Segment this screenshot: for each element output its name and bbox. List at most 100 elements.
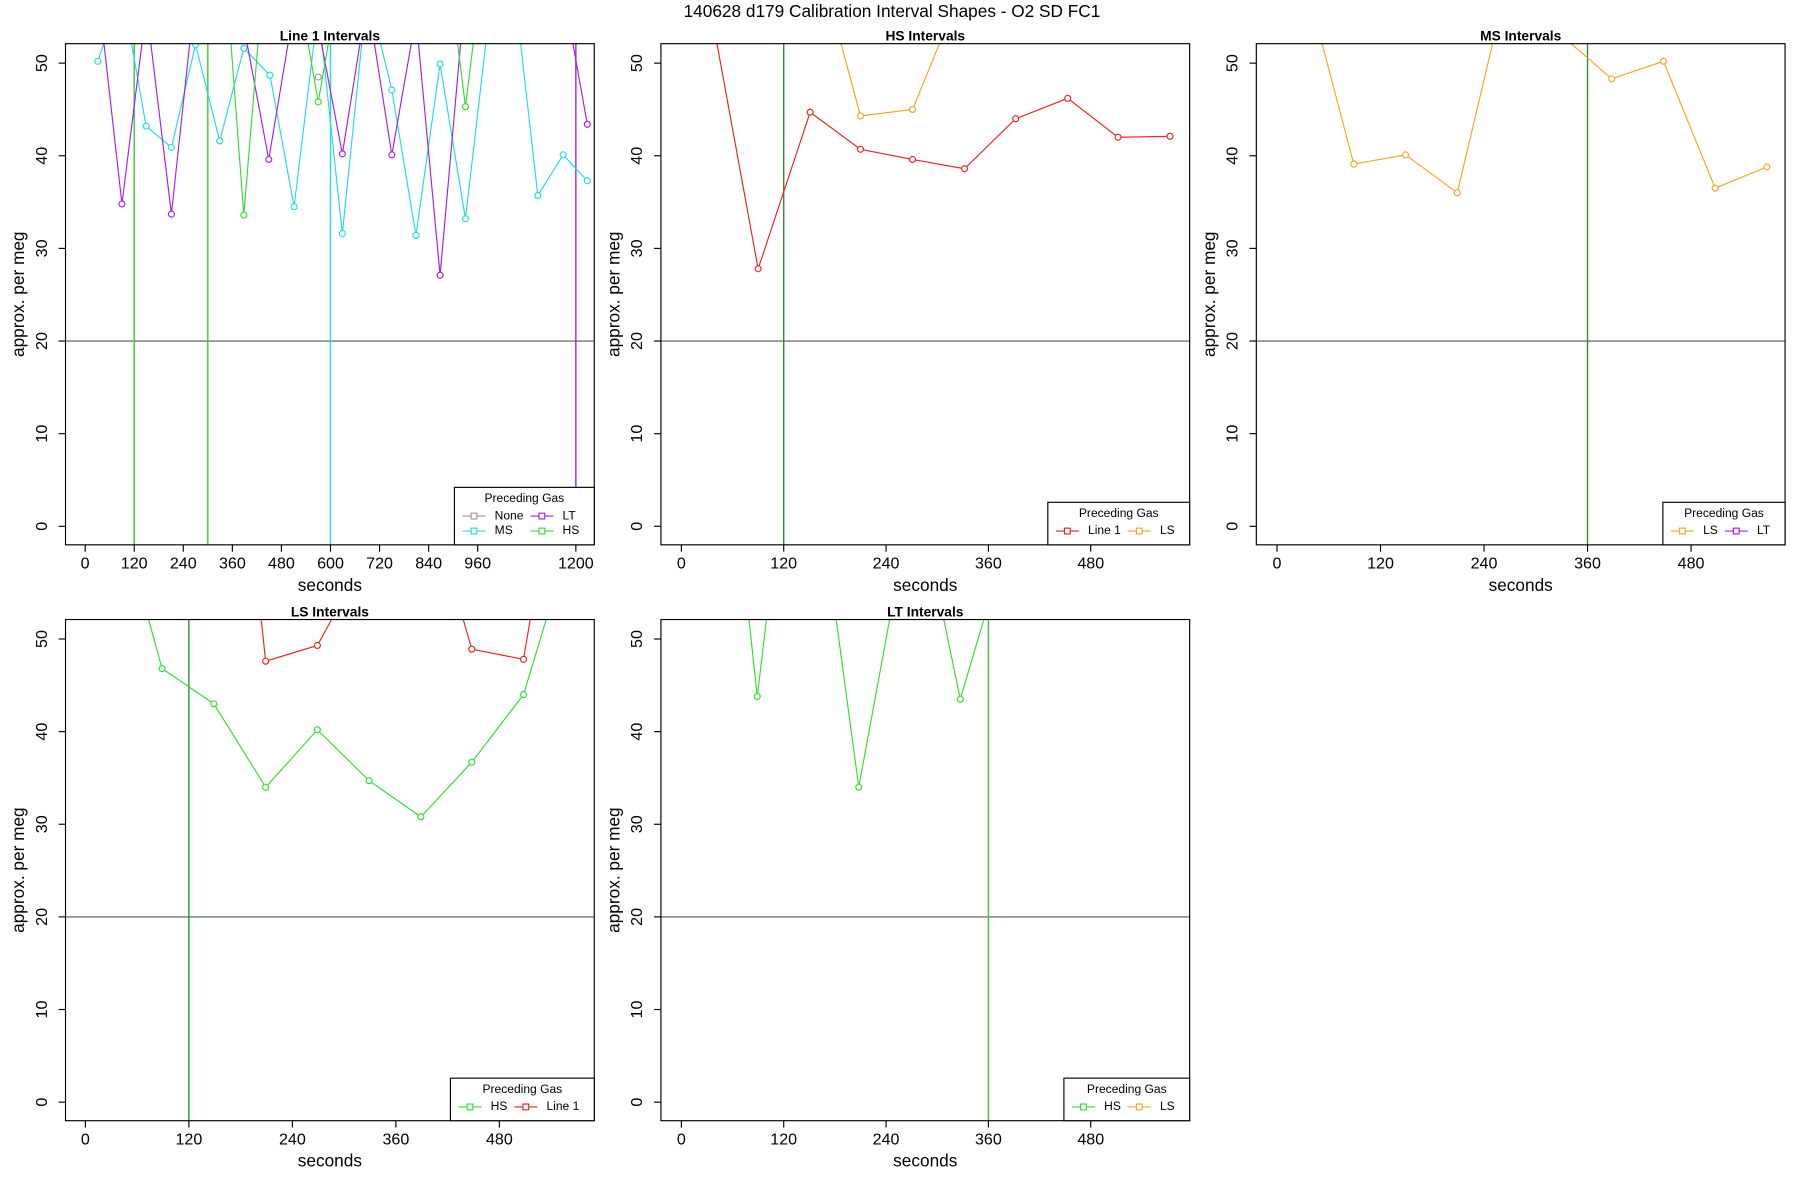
panel-title: LS Intervals: [291, 604, 369, 619]
y-tick-label: 40: [33, 147, 51, 165]
y-tick-label: 50: [33, 54, 51, 72]
legend-label: LT: [563, 508, 577, 522]
y-tick-label: 20: [33, 908, 51, 926]
x-tick-label: 240: [1471, 555, 1498, 573]
data-point: [167, 143, 175, 151]
data-point: [1012, 115, 1020, 123]
panel: MS Intervals 0 120 240 360 480 0 10 20 30 40 50 seco…: [1199, 28, 1786, 595]
data-point: [956, 695, 964, 703]
legend-swatch: [1732, 527, 1740, 535]
figure-title: 140628 d179 Calibration Interval Shapes …: [684, 1, 1101, 21]
y-tick-label: 10: [1224, 425, 1242, 443]
legend-box: [1662, 501, 1786, 546]
data-point: [240, 44, 248, 52]
y-tick-label: 30: [628, 815, 646, 833]
data-point: [1711, 184, 1719, 192]
x-tick-label: 120: [770, 1130, 797, 1148]
legend-swatch: [1135, 1103, 1143, 1111]
y-axis-title: approx. per meg: [603, 232, 623, 357]
data-point: [519, 655, 528, 663]
x-tick-label: 0: [81, 555, 90, 573]
legend-label: Line 1: [546, 1099, 579, 1113]
y-tick-label: 0: [1224, 522, 1242, 531]
y-tick-label: 0: [33, 522, 51, 531]
legend-label: LT: [1757, 523, 1771, 537]
x-tick-label: 360: [975, 555, 1002, 573]
series-line: [103, 43, 588, 276]
series-line: [260, 619, 531, 662]
panel: HS Intervals 0 120 240 360 480 0 10 20 30 40 50 seco…: [603, 28, 1191, 595]
y-tick-label: 50: [628, 54, 646, 72]
data-point: [191, 43, 200, 49]
y-tick-label: 20: [628, 908, 646, 926]
data-point: [855, 783, 863, 791]
data-point: [559, 151, 567, 159]
y-tick-label: 40: [33, 723, 51, 741]
data-point: [1453, 189, 1461, 197]
plot-frame: [660, 43, 1191, 546]
data-point: [960, 165, 969, 173]
x-tick-label: 120: [175, 1130, 202, 1148]
x-tick-label: 0: [81, 1130, 90, 1148]
x-tick-label: 120: [121, 555, 148, 573]
legend-label: HS: [563, 523, 580, 537]
data-point: [412, 231, 420, 239]
legend-label: LS: [1160, 523, 1175, 537]
x-axis-title: seconds: [893, 575, 957, 595]
legend-swatch: [470, 527, 478, 535]
panel: Line 1 Intervals 0 120 240 360 480 600 720 840 96…: [8, 28, 595, 595]
x-tick-label: 360: [1574, 555, 1601, 573]
data-point: [118, 200, 126, 208]
data-point: [338, 150, 346, 158]
series-line: [840, 43, 941, 117]
x-axis-title: seconds: [893, 1151, 957, 1171]
legend-label: HS: [1104, 1099, 1121, 1113]
data-point: [519, 691, 528, 699]
plot-frame: [64, 43, 595, 546]
legend-box: [449, 1077, 595, 1122]
y-axis-title: approx. per meg: [8, 807, 28, 933]
x-tick-label: 480: [1077, 555, 1104, 573]
series-line: [1321, 43, 1768, 194]
data-point: [167, 210, 175, 218]
data-point: [388, 86, 396, 94]
data-point: [436, 60, 444, 68]
data-point: [908, 105, 917, 114]
y-tick-label: 10: [628, 1001, 646, 1019]
x-axis-title: seconds: [298, 575, 362, 595]
data-point: [468, 645, 476, 653]
legend: Preceding Gas Line 1 LS: [1047, 501, 1191, 546]
data-point: [856, 112, 865, 120]
legend-swatch: [1678, 527, 1686, 535]
legend-label: Line 1: [1088, 523, 1121, 537]
y-tick-label: 30: [628, 239, 646, 257]
data-point: [753, 692, 761, 700]
y-tick-label: 50: [33, 630, 51, 648]
data-point: [1763, 163, 1771, 171]
y-tick-label: 0: [628, 1098, 646, 1107]
series-line: [716, 43, 1171, 269]
data-point: [314, 98, 322, 106]
data-point: [313, 641, 321, 650]
data-point: [468, 758, 476, 766]
y-tick-label: 30: [33, 815, 51, 833]
y-axis-title: approx. per meg: [8, 232, 28, 358]
y-tick-label: 10: [33, 425, 51, 443]
x-tick-label: 960: [464, 555, 491, 573]
panel-title: LT Intervals: [887, 604, 964, 619]
y-tick-label: 20: [628, 332, 646, 350]
data-point: [1166, 132, 1174, 140]
y-tick-label: 0: [33, 1098, 51, 1107]
x-tick-label: 0: [677, 1130, 686, 1148]
panel-title: HS Intervals: [885, 28, 965, 43]
plot-area: [1256, 43, 1786, 545]
data-point: [388, 151, 396, 159]
data-point: [1608, 75, 1616, 83]
panel: LT Intervals 0 120 240 360 480 0 10 20 30 40 50 seco…: [603, 604, 1191, 1171]
y-tick-label: 40: [628, 723, 646, 741]
y-tick-label: 0: [628, 522, 646, 531]
data-point: [1114, 133, 1122, 141]
plot-area: [660, 43, 1190, 545]
legend-swatch: [1079, 1103, 1087, 1111]
